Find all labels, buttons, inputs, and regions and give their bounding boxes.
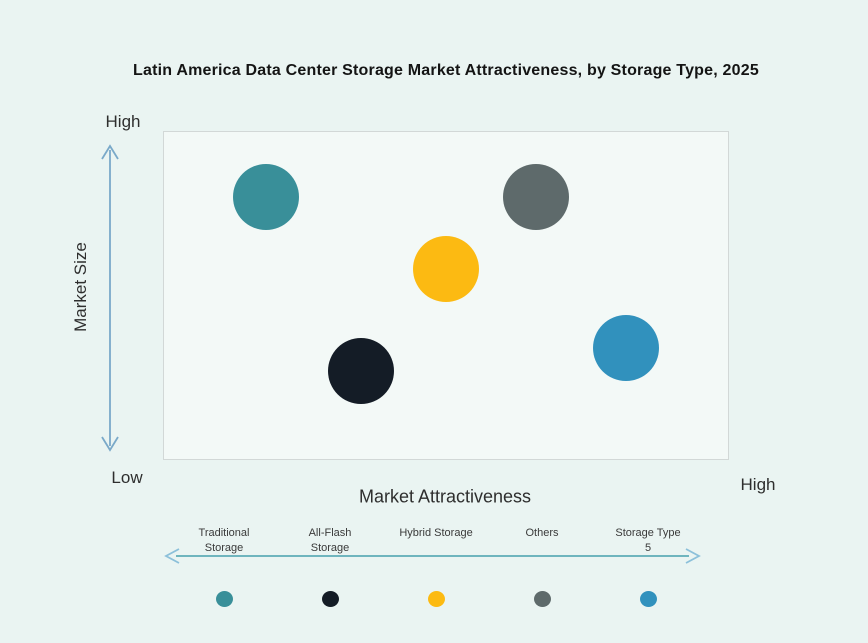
bubble-storage-type-5 [593,314,660,381]
y-axis-low-label: Low [111,468,143,487]
legend-dot [321,591,339,607]
legend-dot [215,591,233,607]
legend-axis-arrow-icon [164,548,701,564]
legend-items: Traditional Storage All-Flash Storage Hybrid… [171,526,701,556]
chart-title: Latin America Data Center Storage Market… [133,62,759,79]
legend-label: Hybrid Storage [399,527,473,539]
bubble-others [503,164,570,231]
legend-label: Others [525,527,559,539]
legend-label: Storage Type 5 [615,527,681,554]
legend-dot [427,591,445,607]
legend-dots [171,591,701,612]
plot-area [163,131,729,460]
bubble-all-flash-storage [328,337,395,404]
x-axis-title: Market Attractiveness [358,486,532,507]
legend-dot [533,591,551,607]
legend-label: All-Flash Storage [308,527,352,554]
y-axis-arrow-icon [101,144,119,452]
bubble-hybrid-storage [413,236,479,303]
legend-dot [639,591,657,607]
legend-label: Traditional Storage [198,527,250,554]
bubble-traditional-storage [232,164,299,231]
y-axis-high-label: High [105,112,141,131]
y-axis-title: Market Size [71,242,90,332]
x-axis-high-label: High [740,475,776,494]
